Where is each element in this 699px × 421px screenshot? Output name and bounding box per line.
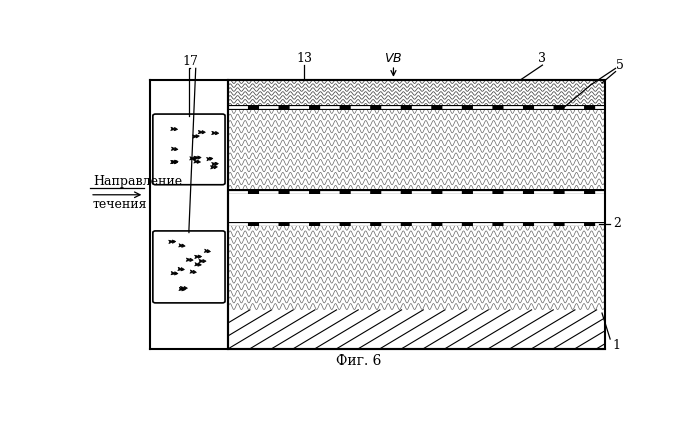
- Bar: [228, 222, 605, 226]
- Bar: [150, 80, 229, 349]
- Text: течения: течения: [93, 198, 147, 211]
- Bar: [228, 189, 605, 194]
- Bar: [228, 105, 605, 109]
- Text: Фиг. 6: Фиг. 6: [336, 354, 381, 368]
- Bar: [228, 80, 605, 349]
- Bar: [228, 107, 605, 192]
- Text: 5: 5: [616, 59, 624, 72]
- Bar: [228, 310, 605, 349]
- Text: Направление: Направление: [93, 175, 182, 188]
- Text: 2: 2: [613, 218, 621, 230]
- Bar: [228, 224, 605, 310]
- Text: 13: 13: [296, 52, 312, 65]
- Bar: [228, 80, 605, 107]
- FancyBboxPatch shape: [153, 114, 225, 185]
- Text: $VB$: $VB$: [384, 52, 403, 65]
- Bar: [228, 80, 605, 349]
- FancyBboxPatch shape: [153, 231, 225, 303]
- Text: 3: 3: [538, 52, 547, 65]
- Text: 1: 1: [613, 339, 621, 352]
- Bar: [228, 192, 605, 224]
- Text: 17: 17: [182, 55, 199, 68]
